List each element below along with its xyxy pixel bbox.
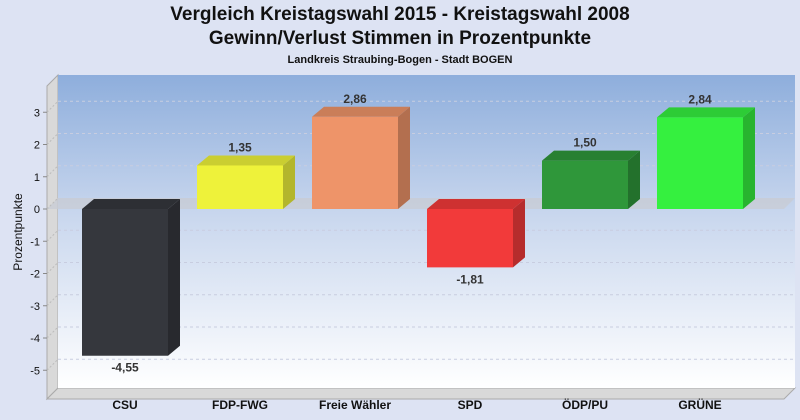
bar-top — [657, 107, 755, 118]
bar-top — [197, 155, 295, 166]
data-label: 1,50 — [573, 136, 597, 150]
y-tick-label: -1 — [30, 236, 40, 248]
y-axis-label: Prozentpunkte — [11, 193, 25, 271]
data-label: 2,86 — [343, 92, 367, 106]
bar-top — [427, 199, 525, 209]
left-wall — [46, 73, 59, 401]
y-tick-label: 0 — [34, 204, 40, 216]
y-tick-label: -3 — [30, 301, 40, 313]
bar-side — [628, 150, 640, 209]
bar — [82, 209, 168, 356]
bar-top — [82, 199, 180, 209]
y-tick-label: -2 — [30, 269, 40, 281]
gridline-diag — [46, 262, 59, 274]
gridline-diag — [46, 197, 59, 210]
chart-title: Vergleich Kreistagswahl 2015 - Kreistags… — [170, 4, 630, 25]
data-label: 2,84 — [688, 92, 712, 106]
bar-side — [283, 155, 295, 209]
data-label: -4,55 — [111, 361, 139, 375]
bar — [312, 116, 398, 209]
gridline-diag — [46, 326, 59, 339]
y-tick-label: 2 — [34, 140, 40, 152]
bar — [542, 160, 628, 209]
x-tick-label: GRÜNE — [678, 397, 721, 412]
data-label: 1,35 — [228, 140, 252, 154]
gridline-diag — [46, 100, 59, 113]
bar-side — [513, 199, 525, 268]
y-tick-label: 3 — [34, 107, 40, 119]
bar-side — [168, 199, 180, 356]
y-tick-label: -5 — [30, 365, 40, 377]
x-tick-label: CSU — [112, 398, 137, 412]
x-tick-label: ÖDP/PU — [562, 397, 608, 412]
y-tick-label: -4 — [30, 333, 40, 345]
x-tick-label: SPD — [458, 398, 483, 412]
gridline-diag — [46, 133, 59, 145]
gridline-diag — [46, 294, 59, 307]
gridline-diag — [46, 165, 59, 178]
gridline-diag — [46, 358, 59, 371]
x-tick-label: Freie Wähler — [319, 398, 391, 412]
y-tick-label: 1 — [34, 172, 40, 184]
gridline-diag — [46, 229, 59, 242]
bar — [427, 209, 513, 268]
bar-top — [542, 150, 640, 161]
bar — [197, 165, 283, 209]
x-tick-label: FDP-FWG — [212, 398, 268, 412]
bar-side — [743, 107, 755, 209]
bar-side — [398, 106, 410, 209]
chart-subtitle: Gewinn/Verlust Stimmen in Prozentpunkte — [208, 28, 592, 49]
data-label: -1,81 — [456, 272, 484, 286]
chart-subsubtitle: Landkreis Straubing-Bogen - Stadt BOGEN — [287, 54, 513, 66]
bar-top — [312, 106, 410, 117]
bar — [657, 117, 743, 209]
